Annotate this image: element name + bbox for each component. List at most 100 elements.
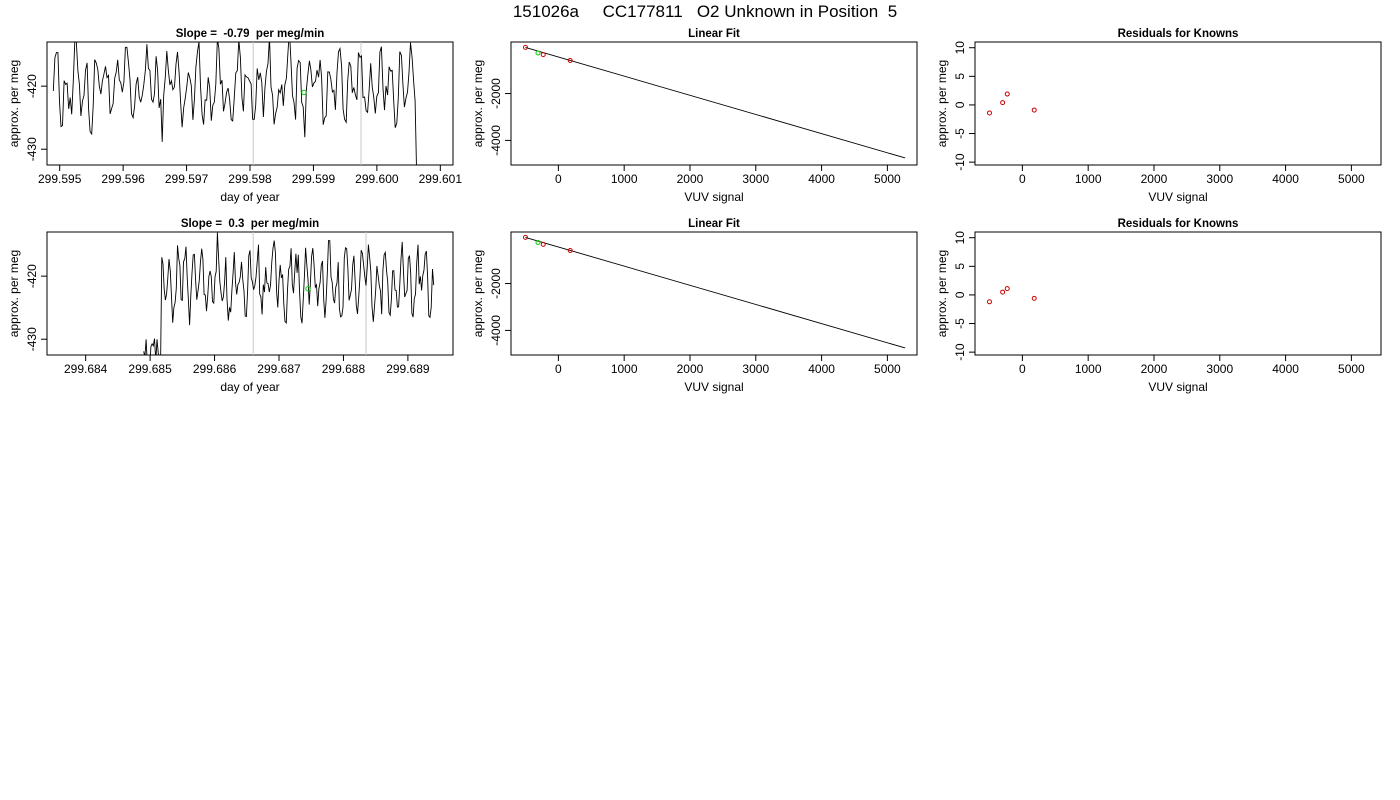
y-axis-label: approx. per meg bbox=[471, 250, 485, 337]
plot-frame bbox=[510, 41, 918, 166]
y-tick-label: 0 bbox=[953, 291, 967, 298]
unknown-point bbox=[535, 50, 541, 56]
chart-panel-6: Residuals for Knowns VUV signal approx. pe… bbox=[935, 218, 1382, 394]
y-tick-label: 0 bbox=[953, 101, 967, 108]
y-axis-label: approx. per meg bbox=[471, 60, 485, 147]
chart-panel-5: Linear Fit VUV signal approx. per meg 0 1000… bbox=[471, 218, 918, 394]
y-tick-label: -10 bbox=[953, 343, 967, 361]
y-tick-label: 5 bbox=[953, 73, 967, 80]
x-tick-label: 299.598 bbox=[228, 172, 272, 186]
x-axis-label: VUV signal bbox=[684, 190, 743, 204]
x-tick-label: 3000 bbox=[1206, 362, 1233, 376]
y-tick-label: -430 bbox=[25, 137, 39, 161]
y-tick-label: -420 bbox=[25, 264, 39, 288]
known-point bbox=[522, 44, 528, 50]
x-axis-label: day of year bbox=[220, 380, 279, 394]
x-tick-label: 299.689 bbox=[386, 362, 430, 376]
x-tick-label: 3000 bbox=[742, 172, 769, 186]
y-tick-label: -2000 bbox=[489, 78, 503, 109]
unknown-point bbox=[535, 240, 541, 246]
x-tick-label: 299.684 bbox=[64, 362, 108, 376]
known-point bbox=[540, 241, 546, 247]
residual-point bbox=[1000, 100, 1006, 106]
residual-point bbox=[986, 110, 992, 116]
x-tick-label: 4000 bbox=[1272, 172, 1299, 186]
x-axis-label: VUV signal bbox=[1148, 190, 1207, 204]
x-tick-label: 2000 bbox=[1141, 172, 1168, 186]
x-tick-label: 2000 bbox=[1141, 362, 1168, 376]
x-tick-label: 299.688 bbox=[322, 362, 366, 376]
x-tick-label: 299.685 bbox=[128, 362, 172, 376]
y-tick-label: -5 bbox=[953, 318, 967, 329]
x-tick-label: 4000 bbox=[808, 362, 835, 376]
x-tick-label: 5000 bbox=[874, 362, 901, 376]
known-point bbox=[540, 52, 546, 58]
chart-panel-1: Slope = -0.79 per meg/min day of year appr… bbox=[7, 28, 462, 204]
panel-title: Slope = -0.79 per meg/min bbox=[176, 28, 325, 40]
y-tick-label: 10 bbox=[953, 231, 967, 245]
x-tick-label: 5000 bbox=[874, 172, 901, 186]
highlight-point bbox=[301, 89, 307, 96]
plot-frame bbox=[974, 41, 1382, 166]
residual-point bbox=[1004, 286, 1010, 292]
x-tick-label: 0 bbox=[1019, 172, 1026, 186]
panel-title: Residuals for Knowns bbox=[1118, 28, 1239, 40]
known-point bbox=[522, 234, 528, 240]
plot-area bbox=[522, 44, 906, 159]
x-tick-label: 1000 bbox=[611, 172, 638, 186]
y-tick-label: -4000 bbox=[489, 315, 503, 346]
residual-point bbox=[1000, 289, 1006, 295]
x-axis-label: VUV signal bbox=[1148, 380, 1207, 394]
x-tick-label: 0 bbox=[555, 362, 562, 376]
residual-point bbox=[1004, 91, 1010, 97]
panel-title: Linear Fit bbox=[688, 28, 740, 40]
x-tick-label: 3000 bbox=[1206, 172, 1233, 186]
x-tick-label: 0 bbox=[1019, 362, 1026, 376]
x-tick-label: 2000 bbox=[677, 362, 704, 376]
known-point bbox=[567, 248, 573, 254]
y-tick-label: 5 bbox=[953, 263, 967, 270]
chart-panel-3: Residuals for Knowns VUV signal approx. pe… bbox=[935, 28, 1382, 204]
plot-area bbox=[52, 42, 417, 165]
time-series-trace bbox=[143, 232, 435, 355]
residual-point bbox=[1031, 107, 1037, 113]
residual-point bbox=[1031, 295, 1037, 301]
x-tick-label: 5000 bbox=[1338, 362, 1365, 376]
plot-area bbox=[522, 234, 906, 349]
x-tick-label: 5000 bbox=[1338, 172, 1365, 186]
x-tick-label: 1000 bbox=[611, 362, 638, 376]
plot-frame bbox=[46, 231, 454, 356]
y-axis-label: approx. per meg bbox=[7, 60, 21, 147]
x-tick-label: 299.600 bbox=[355, 172, 399, 186]
plot-area bbox=[986, 91, 1037, 116]
x-tick-label: 299.601 bbox=[419, 172, 463, 186]
x-tick-label: 4000 bbox=[808, 172, 835, 186]
x-tick-label: 0 bbox=[555, 172, 562, 186]
fit-line bbox=[525, 236, 906, 349]
plot-area bbox=[143, 232, 435, 355]
y-axis-label: approx. per meg bbox=[7, 250, 21, 337]
plot-frame bbox=[46, 41, 454, 166]
y-tick-label: -10 bbox=[953, 153, 967, 171]
x-axis-label: day of year bbox=[220, 190, 279, 204]
time-series-trace bbox=[52, 42, 417, 165]
known-point bbox=[567, 58, 573, 64]
plot-frame bbox=[510, 231, 918, 356]
x-tick-label: 299.595 bbox=[38, 172, 82, 186]
y-axis-label: approx. per meg bbox=[935, 60, 949, 147]
y-tick-label: -4000 bbox=[489, 125, 503, 156]
y-axis-label: approx. per meg bbox=[935, 250, 949, 337]
plot-frame bbox=[974, 231, 1382, 356]
fit-line bbox=[525, 46, 906, 159]
panel-title: Slope = 0.3 per meg/min bbox=[181, 218, 319, 230]
x-tick-label: 4000 bbox=[1272, 362, 1299, 376]
residual-point bbox=[986, 299, 992, 305]
x-tick-label: 299.686 bbox=[193, 362, 237, 376]
panel-grid: Slope = -0.79 per meg/min day of year appr… bbox=[7, 28, 1382, 394]
x-tick-label: 299.597 bbox=[165, 172, 209, 186]
y-tick-label: -2000 bbox=[489, 268, 503, 299]
x-tick-label: 299.599 bbox=[292, 172, 336, 186]
x-tick-label: 299.596 bbox=[101, 172, 145, 186]
chart-panel-2: Linear Fit VUV signal approx. per meg 0 1000… bbox=[471, 28, 918, 204]
